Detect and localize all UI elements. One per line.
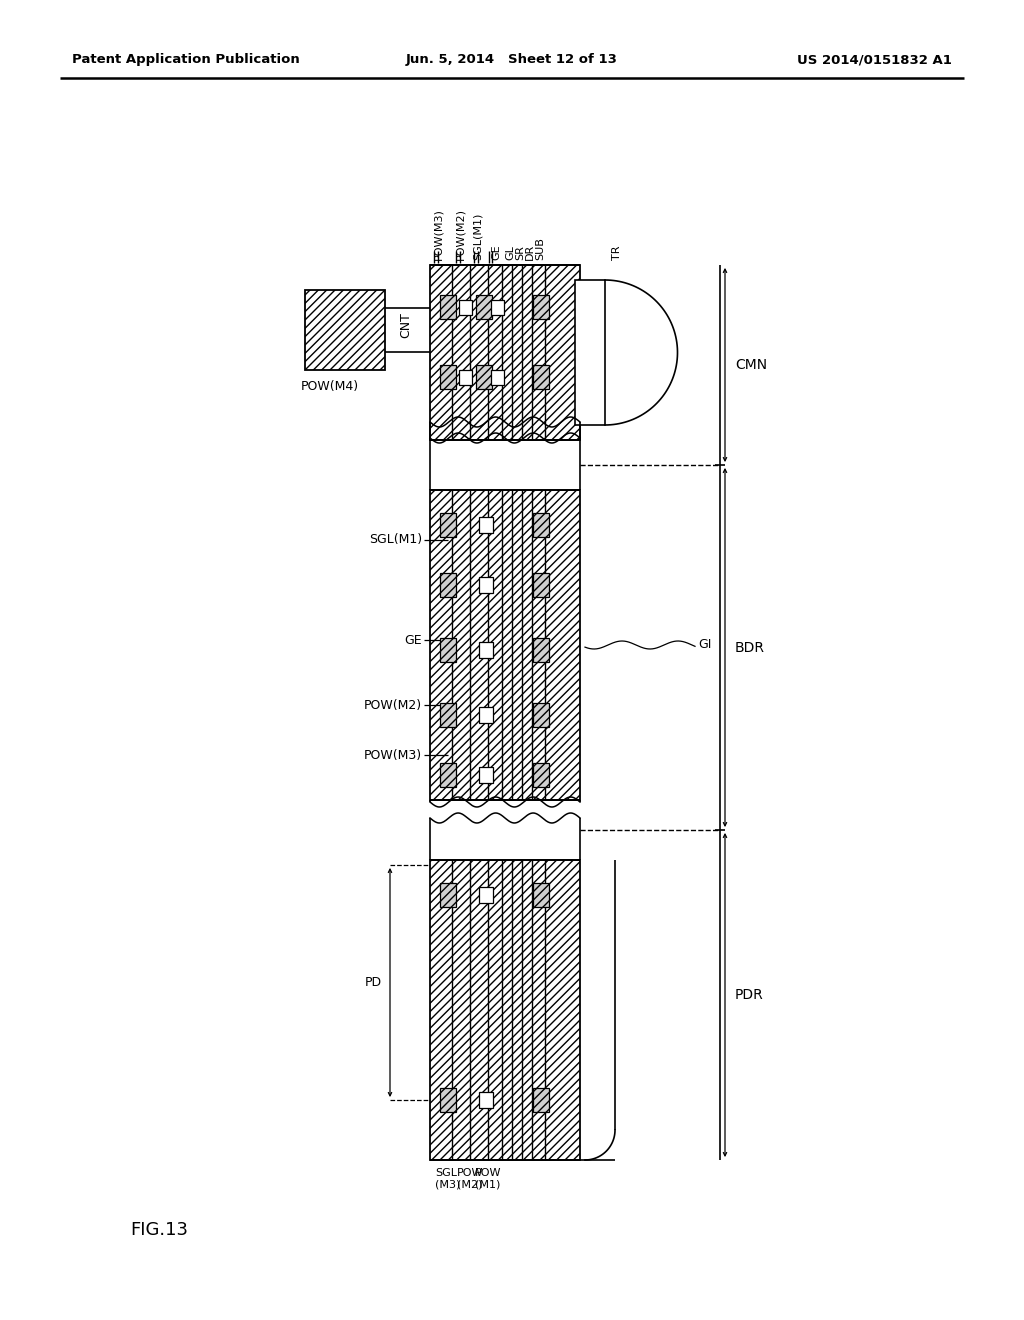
Bar <box>534 573 549 597</box>
Bar <box>476 366 492 389</box>
Bar <box>534 763 549 787</box>
Bar <box>479 642 493 657</box>
Bar <box>479 577 493 593</box>
Text: FIG.13: FIG.13 <box>130 1221 188 1239</box>
Text: POW(M3): POW(M3) <box>364 748 422 762</box>
Bar <box>305 290 385 370</box>
Bar <box>479 517 493 533</box>
Text: POW(M4): POW(M4) <box>301 380 359 393</box>
Bar <box>479 767 493 783</box>
Bar <box>440 1088 456 1111</box>
Bar <box>534 883 549 907</box>
Bar <box>534 366 549 389</box>
Bar <box>459 300 472 315</box>
Bar <box>440 704 456 727</box>
Bar <box>440 883 456 907</box>
Bar <box>490 300 504 315</box>
Bar <box>440 573 456 597</box>
Bar <box>479 1092 493 1107</box>
Text: SGL
(M3): SGL (M3) <box>435 1168 461 1189</box>
Text: TR: TR <box>612 246 622 260</box>
Text: PD: PD <box>365 975 382 989</box>
Text: BDR: BDR <box>735 640 765 655</box>
Text: POW(M2): POW(M2) <box>364 698 422 711</box>
Bar <box>430 861 580 1160</box>
Bar <box>534 294 549 319</box>
Bar <box>534 513 549 537</box>
Bar <box>440 763 456 787</box>
Text: CNT: CNT <box>399 312 412 338</box>
Bar <box>459 370 472 385</box>
Text: SR: SR <box>515 246 525 260</box>
Bar <box>440 366 456 389</box>
Text: GE: GE <box>490 244 501 260</box>
Text: SUB: SUB <box>535 238 545 260</box>
Bar <box>440 513 456 537</box>
Bar <box>430 490 580 800</box>
Text: GI: GI <box>698 639 712 652</box>
Bar <box>440 294 456 319</box>
Text: DR: DR <box>525 244 535 260</box>
Bar <box>476 294 492 319</box>
Text: GE: GE <box>404 634 422 647</box>
Bar <box>479 708 493 723</box>
Text: Patent Application Publication: Patent Application Publication <box>72 54 300 66</box>
Text: POW(M3): POW(M3) <box>433 209 443 260</box>
Bar <box>534 704 549 727</box>
Text: SGL(M1): SGL(M1) <box>473 213 483 260</box>
Text: Jun. 5, 2014   Sheet 12 of 13: Jun. 5, 2014 Sheet 12 of 13 <box>407 54 617 66</box>
Bar <box>534 638 549 663</box>
Text: GL: GL <box>505 246 515 260</box>
Text: PDR: PDR <box>735 987 764 1002</box>
Text: POW(M2): POW(M2) <box>455 209 465 260</box>
Bar <box>490 370 504 385</box>
Text: CMN: CMN <box>735 358 767 372</box>
Text: SGL(M1): SGL(M1) <box>369 533 422 546</box>
Text: US 2014/0151832 A1: US 2014/0151832 A1 <box>797 54 952 66</box>
Text: POW
(M2): POW (M2) <box>457 1168 483 1189</box>
Bar <box>479 887 493 903</box>
Bar <box>575 280 605 425</box>
Text: POW
(M1): POW (M1) <box>475 1168 502 1189</box>
Bar <box>440 638 456 663</box>
Bar <box>430 265 580 440</box>
Bar <box>534 1088 549 1111</box>
